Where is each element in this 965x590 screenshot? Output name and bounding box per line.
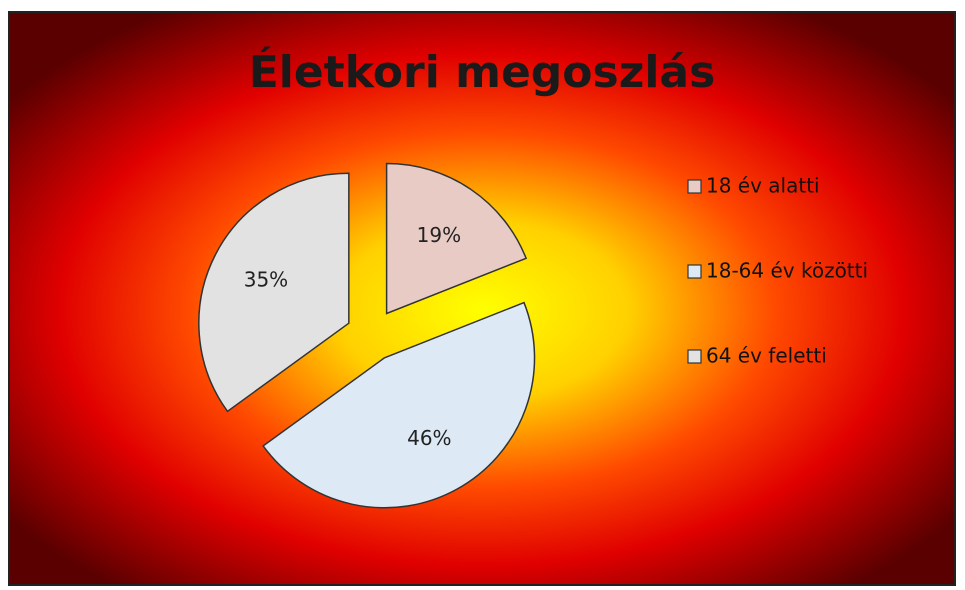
legend-label: 18 év alatti	[706, 174, 820, 198]
slice-label: 19%	[417, 223, 461, 247]
pie-slice	[262, 301, 536, 509]
legend-label: 64 év feletti	[706, 344, 827, 368]
legend-swatch	[687, 264, 702, 279]
pie-slice	[198, 172, 350, 413]
legend-label: 18-64 év közötti	[706, 259, 868, 283]
chart-area	[8, 11, 956, 586]
chart-title: Életkori megoszlás	[249, 45, 716, 98]
pie-slice	[385, 162, 528, 315]
slice-label: 35%	[244, 267, 288, 291]
legend-swatch	[687, 179, 702, 194]
slice-label: 46%	[407, 426, 451, 450]
legend-swatch	[687, 349, 702, 364]
